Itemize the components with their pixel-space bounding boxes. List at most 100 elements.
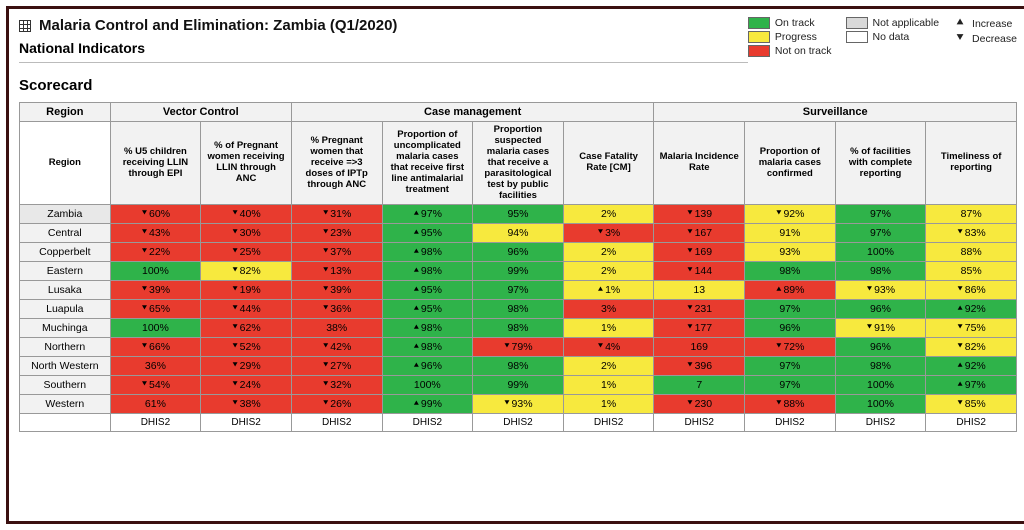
column-header: % of Pregnant women receiving LLIN throu… bbox=[201, 122, 292, 205]
data-cell: ⯆60% bbox=[110, 205, 201, 224]
data-cell: 3% bbox=[563, 300, 654, 319]
trend-arrow-icon: ⯆ bbox=[231, 246, 238, 256]
trend-arrow-icon: ⯆ bbox=[322, 284, 329, 294]
data-cell: ⯅89% bbox=[745, 281, 836, 300]
cell-value: 91% bbox=[874, 322, 895, 334]
cell-value: 66% bbox=[149, 341, 170, 353]
trend-arrow-icon: ⯅ bbox=[413, 398, 420, 408]
cell-value: 100% bbox=[414, 379, 441, 391]
trend-arrow-icon: ⯆ bbox=[957, 284, 964, 294]
trend-arrow-icon: ⯅ bbox=[413, 246, 420, 256]
cell-value: 42% bbox=[330, 341, 351, 353]
cell-value: 75% bbox=[965, 322, 986, 334]
data-cell: ⯆52% bbox=[201, 338, 292, 357]
cell-value: 85% bbox=[961, 265, 982, 277]
data-cell: ⯆29% bbox=[201, 357, 292, 376]
data-cell: 1% bbox=[563, 376, 654, 395]
cell-value: 97% bbox=[779, 379, 800, 391]
region-cell: North Western bbox=[20, 357, 111, 376]
trend-arrow-icon: ⯆ bbox=[231, 208, 238, 218]
cell-value: 96% bbox=[870, 341, 891, 353]
region-cell: Muchinga bbox=[20, 319, 111, 338]
cell-value: 88% bbox=[783, 398, 804, 410]
data-cell: 100% bbox=[110, 262, 201, 281]
trend-arrow-icon: ⯆ bbox=[322, 227, 329, 237]
trend-arrow-icon: ⯆ bbox=[686, 265, 693, 275]
data-cell: ⯅98% bbox=[382, 262, 473, 281]
legend-item: ⯆Decrease bbox=[953, 32, 1017, 45]
cell-value: 38% bbox=[240, 398, 261, 410]
data-cell: ⯆72% bbox=[745, 338, 836, 357]
trend-arrow-icon: ⯆ bbox=[866, 322, 873, 332]
cell-value: 169 bbox=[695, 246, 713, 258]
data-cell: 96% bbox=[745, 319, 836, 338]
data-cell: 97% bbox=[745, 376, 836, 395]
cell-value: 61% bbox=[145, 398, 166, 410]
cell-value: 2% bbox=[601, 360, 616, 372]
data-cell: ⯆167 bbox=[654, 224, 745, 243]
cell-value: 40% bbox=[240, 208, 261, 220]
data-cell: ⯅97% bbox=[926, 376, 1017, 395]
trend-arrow-icon: ⯆ bbox=[231, 360, 238, 370]
data-cell: ⯆93% bbox=[473, 395, 564, 414]
region-header-top: Region bbox=[20, 103, 111, 122]
trend-arrow-icon: ⯆ bbox=[141, 379, 148, 389]
column-header: % U5 children receiving LLIN through EPI bbox=[110, 122, 201, 205]
cell-value: 98% bbox=[507, 322, 528, 334]
cell-value: 144 bbox=[695, 265, 713, 277]
data-cell: ⯆82% bbox=[201, 262, 292, 281]
trend-arrow-icon: ⯆ bbox=[322, 265, 329, 275]
trend-arrow-icon: ⯆ bbox=[686, 398, 693, 408]
cell-value: 96% bbox=[870, 303, 891, 315]
data-cell: 98% bbox=[835, 262, 926, 281]
cell-value: 97% bbox=[421, 208, 442, 220]
table-row: Eastern100%⯆82%⯆13%⯅98%99%2%⯆14498%98%85… bbox=[20, 262, 1017, 281]
cell-value: 72% bbox=[783, 341, 804, 353]
data-cell: ⯆62% bbox=[201, 319, 292, 338]
cell-value: 98% bbox=[507, 303, 528, 315]
column-header: Timeliness of reporting bbox=[926, 122, 1017, 205]
trend-arrow-icon: ⯆ bbox=[957, 322, 964, 332]
scorecard-table: RegionVector ControlCase managementSurve… bbox=[19, 102, 1017, 432]
trend-arrow-icon: ⯆ bbox=[231, 284, 238, 294]
cell-value: 32% bbox=[330, 379, 351, 391]
trend-arrow-icon: ⯆ bbox=[231, 265, 238, 275]
cell-value: 38% bbox=[326, 322, 347, 334]
column-header: Malaria Incidence Rate bbox=[654, 122, 745, 205]
grid-icon bbox=[19, 20, 31, 32]
data-cell: 98% bbox=[745, 262, 836, 281]
data-cell: ⯆92% bbox=[745, 205, 836, 224]
cell-value: 99% bbox=[421, 398, 442, 410]
cell-value: 36% bbox=[330, 303, 351, 315]
cell-value: 37% bbox=[330, 246, 351, 258]
region-cell: Zambia bbox=[20, 205, 111, 224]
legend-label: Not applicable bbox=[873, 17, 940, 29]
cell-value: 3% bbox=[605, 227, 620, 239]
table-row: North Western36%⯆29%⯆27%⯅96%98%2%⯆39697%… bbox=[20, 357, 1017, 376]
data-cell: ⯆24% bbox=[201, 376, 292, 395]
column-group: Case management bbox=[291, 103, 654, 122]
trend-arrow-icon: ⯅ bbox=[413, 208, 420, 218]
data-cell: ⯅98% bbox=[382, 319, 473, 338]
data-cell: ⯆65% bbox=[110, 300, 201, 319]
cell-value: 39% bbox=[149, 284, 170, 296]
cell-value: 87% bbox=[961, 208, 982, 220]
data-cell: 100% bbox=[835, 243, 926, 262]
trend-arrow-icon: ⯆ bbox=[322, 246, 329, 256]
footer-source: DHIS2 bbox=[654, 414, 745, 432]
legend-col-1: On trackProgressNot on track bbox=[748, 17, 832, 57]
cell-value: 29% bbox=[240, 360, 261, 372]
data-cell: ⯆13% bbox=[291, 262, 382, 281]
region-cell: Central bbox=[20, 224, 111, 243]
trend-arrow-icon: ⯆ bbox=[957, 227, 964, 237]
cell-value: 82% bbox=[965, 341, 986, 353]
trend-arrow-icon: ⯆ bbox=[231, 322, 238, 332]
cell-value: 396 bbox=[695, 360, 713, 372]
cell-value: 98% bbox=[421, 246, 442, 258]
cell-value: 97% bbox=[870, 227, 891, 239]
cell-value: 3% bbox=[601, 303, 616, 315]
legend-swatch bbox=[748, 45, 770, 57]
data-cell: ⯅92% bbox=[926, 357, 1017, 376]
cell-value: 31% bbox=[330, 208, 351, 220]
cell-value: 97% bbox=[870, 208, 891, 220]
